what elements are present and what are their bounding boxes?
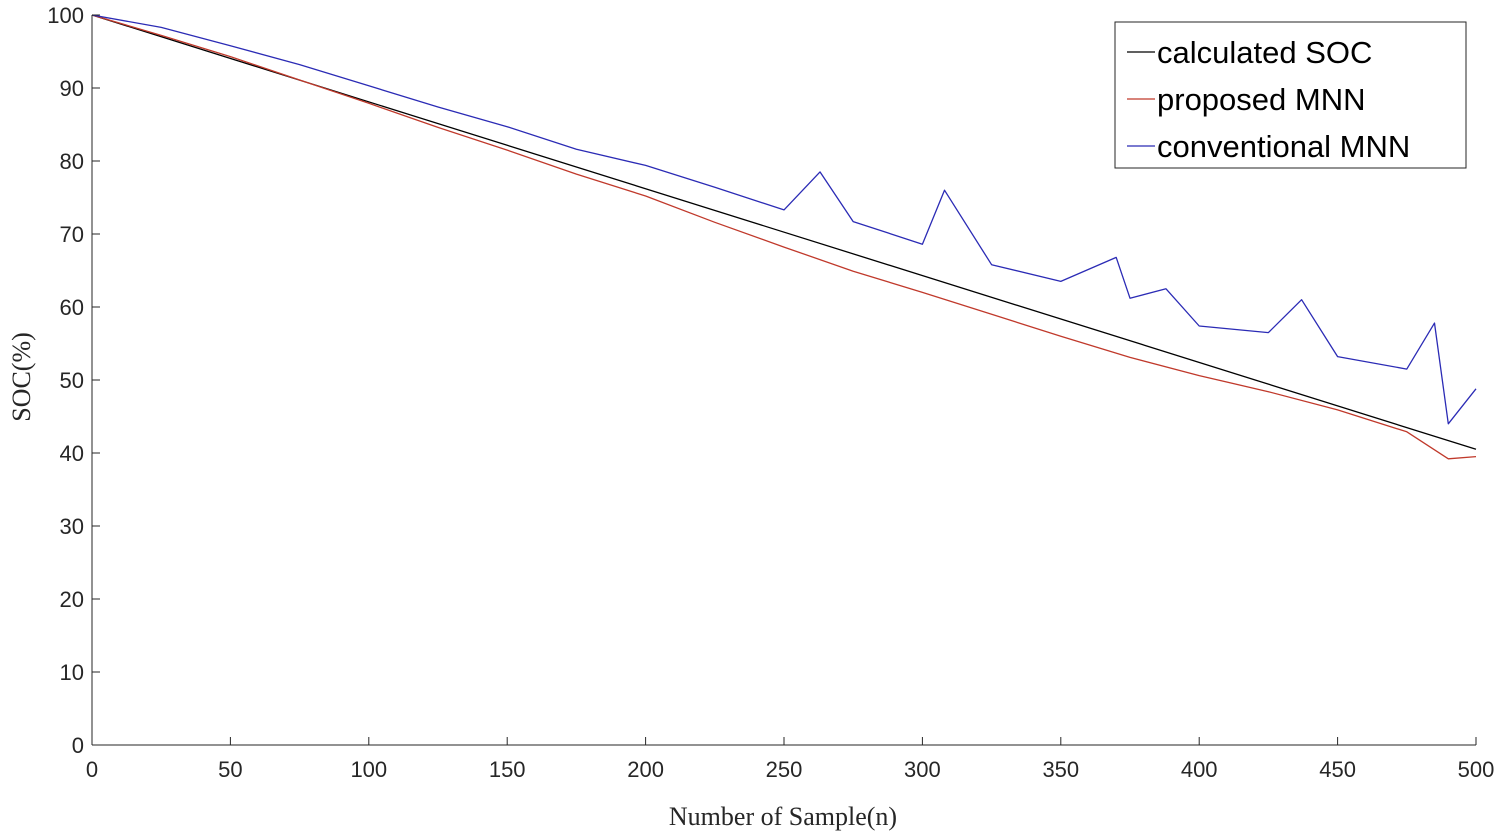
series-lines (91, 14, 1477, 460)
x-tick-label: 200 (627, 757, 664, 782)
legend-box (1114, 21, 1467, 169)
legend: calculated SOC proposed MNN conventional M… (1114, 21, 1467, 169)
x-tick-label: 50 (218, 757, 242, 782)
x-axis-ticks: 0 50 100 150 200 250 300 350 400 450 500 (86, 737, 1494, 782)
y-tick-label: 100 (47, 3, 84, 28)
y-tick-label: 30 (60, 514, 84, 539)
x-tick-label: 350 (1042, 757, 1079, 782)
series-line-proposed-mnn (91, 14, 1477, 460)
y-tick-label: 60 (60, 295, 84, 320)
x-axis-label: Number of Sample(n) (669, 802, 897, 831)
x-tick-label: 300 (904, 757, 941, 782)
legend-entry-label: conventional MNN (1157, 129, 1410, 164)
y-tick-label: 10 (60, 660, 84, 685)
y-tick-label: 40 (60, 441, 84, 466)
y-tick-label: 80 (60, 149, 84, 174)
y-axis-label: SOC(%) (7, 332, 36, 422)
x-tick-label: 400 (1181, 757, 1218, 782)
x-tick-label: 100 (350, 757, 387, 782)
y-tick-label: 20 (60, 587, 84, 612)
y-tick-label: 0 (72, 733, 84, 758)
legend-entry-label: proposed MNN (1157, 82, 1365, 117)
y-tick-label: 50 (60, 368, 84, 393)
y-axis-ticks: 0 10 20 30 40 50 60 70 80 90 100 (47, 3, 100, 758)
y-tick-label: 90 (60, 76, 84, 101)
x-tick-label: 150 (489, 757, 526, 782)
x-tick-label: 0 (86, 757, 98, 782)
series-line-conventional-mnn (91, 14, 1477, 425)
y-tick-label: 70 (60, 222, 84, 247)
x-tick-label: 450 (1319, 757, 1356, 782)
x-tick-label: 500 (1458, 757, 1495, 782)
legend-entry-label: calculated SOC (1157, 35, 1372, 70)
x-tick-label: 250 (766, 757, 803, 782)
